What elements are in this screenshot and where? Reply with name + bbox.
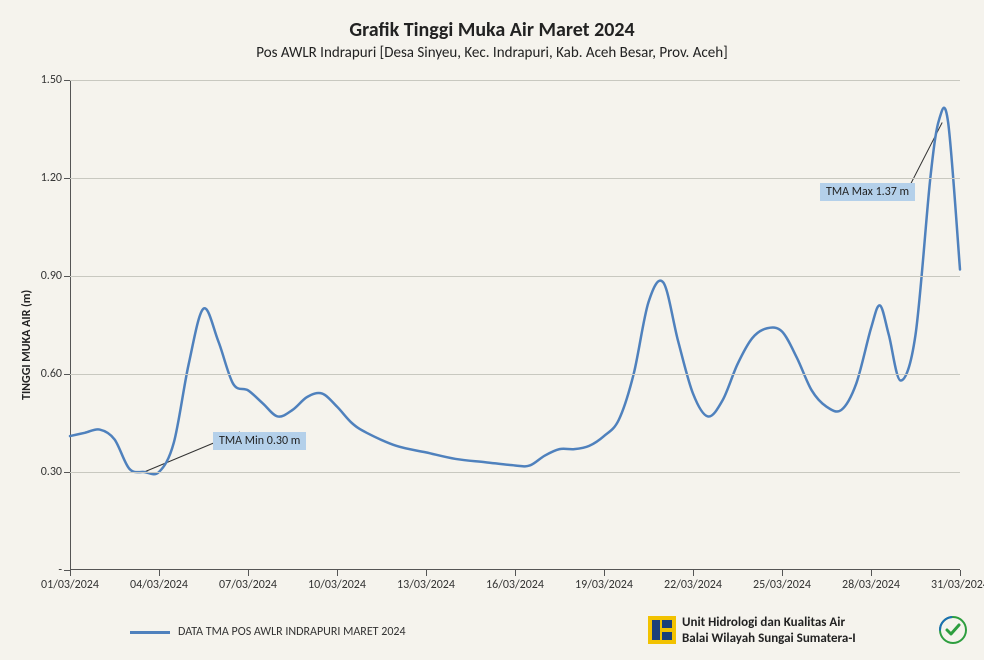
y-tick — [64, 472, 70, 473]
x-tick — [693, 570, 694, 576]
chart-container: Grafik Tinggi Muka Air Maret 2024 Pos AW… — [0, 0, 984, 660]
x-tick — [426, 570, 427, 576]
y-gridline — [70, 80, 960, 81]
y-tick — [64, 276, 70, 277]
y-tick-label: 0.60 — [28, 367, 62, 381]
x-tick — [515, 570, 516, 576]
legend-swatch — [130, 631, 170, 634]
x-tick — [248, 570, 249, 576]
x-tick-label: 04/03/2024 — [130, 578, 188, 592]
x-tick — [871, 570, 872, 576]
y-tick-label: 0.90 — [28, 269, 62, 283]
x-tick — [337, 570, 338, 576]
x-tick-label: 28/03/2024 — [842, 578, 900, 592]
x-tick-label: 01/03/2024 — [41, 578, 99, 592]
x-tick-label: 13/03/2024 — [397, 578, 455, 592]
x-tick-label: 07/03/2024 — [219, 578, 277, 592]
cert-badge-icon — [938, 615, 968, 645]
footer-org-line1: Unit Hidrologi dan Kualitas Air — [682, 615, 845, 630]
x-tick-label: 16/03/2024 — [486, 578, 544, 592]
x-tick-label: 10/03/2024 — [308, 578, 366, 592]
data-line — [0, 0, 984, 660]
annotation-min: TMA Min 0.30 m — [213, 432, 306, 450]
y-gridline — [70, 178, 960, 179]
annotation-max: TMA Max 1.37 m — [820, 183, 915, 201]
x-tick — [70, 570, 71, 576]
y-tick — [64, 178, 70, 179]
footer-org: Unit Hidrologi dan Kualitas Air Balai Wi… — [682, 615, 856, 646]
x-tick-label: 22/03/2024 — [664, 578, 722, 592]
y-gridline — [70, 276, 960, 277]
x-tick — [960, 570, 961, 576]
y-tick-label: - — [28, 563, 62, 577]
x-tick — [604, 570, 605, 576]
y-gridline — [70, 374, 960, 375]
y-tick — [64, 80, 70, 81]
x-tick-label: 19/03/2024 — [575, 578, 633, 592]
y-tick — [64, 374, 70, 375]
legend-text: DATA TMA POS AWLR INDRAPURI MARET 2024 — [178, 625, 406, 639]
y-tick-label: 1.50 — [28, 73, 62, 87]
footer-org-line2: Balai Wilayah Sungai Sumatera-I — [682, 631, 856, 646]
y-tick-label: 1.20 — [28, 171, 62, 185]
pu-logo-icon — [648, 616, 676, 644]
y-tick-label: 0.30 — [28, 465, 62, 479]
x-tick-label: 31/03/2024 — [931, 578, 984, 592]
x-tick — [782, 570, 783, 576]
x-tick-label: 25/03/2024 — [753, 578, 811, 592]
x-tick — [159, 570, 160, 576]
y-gridline — [70, 472, 960, 473]
